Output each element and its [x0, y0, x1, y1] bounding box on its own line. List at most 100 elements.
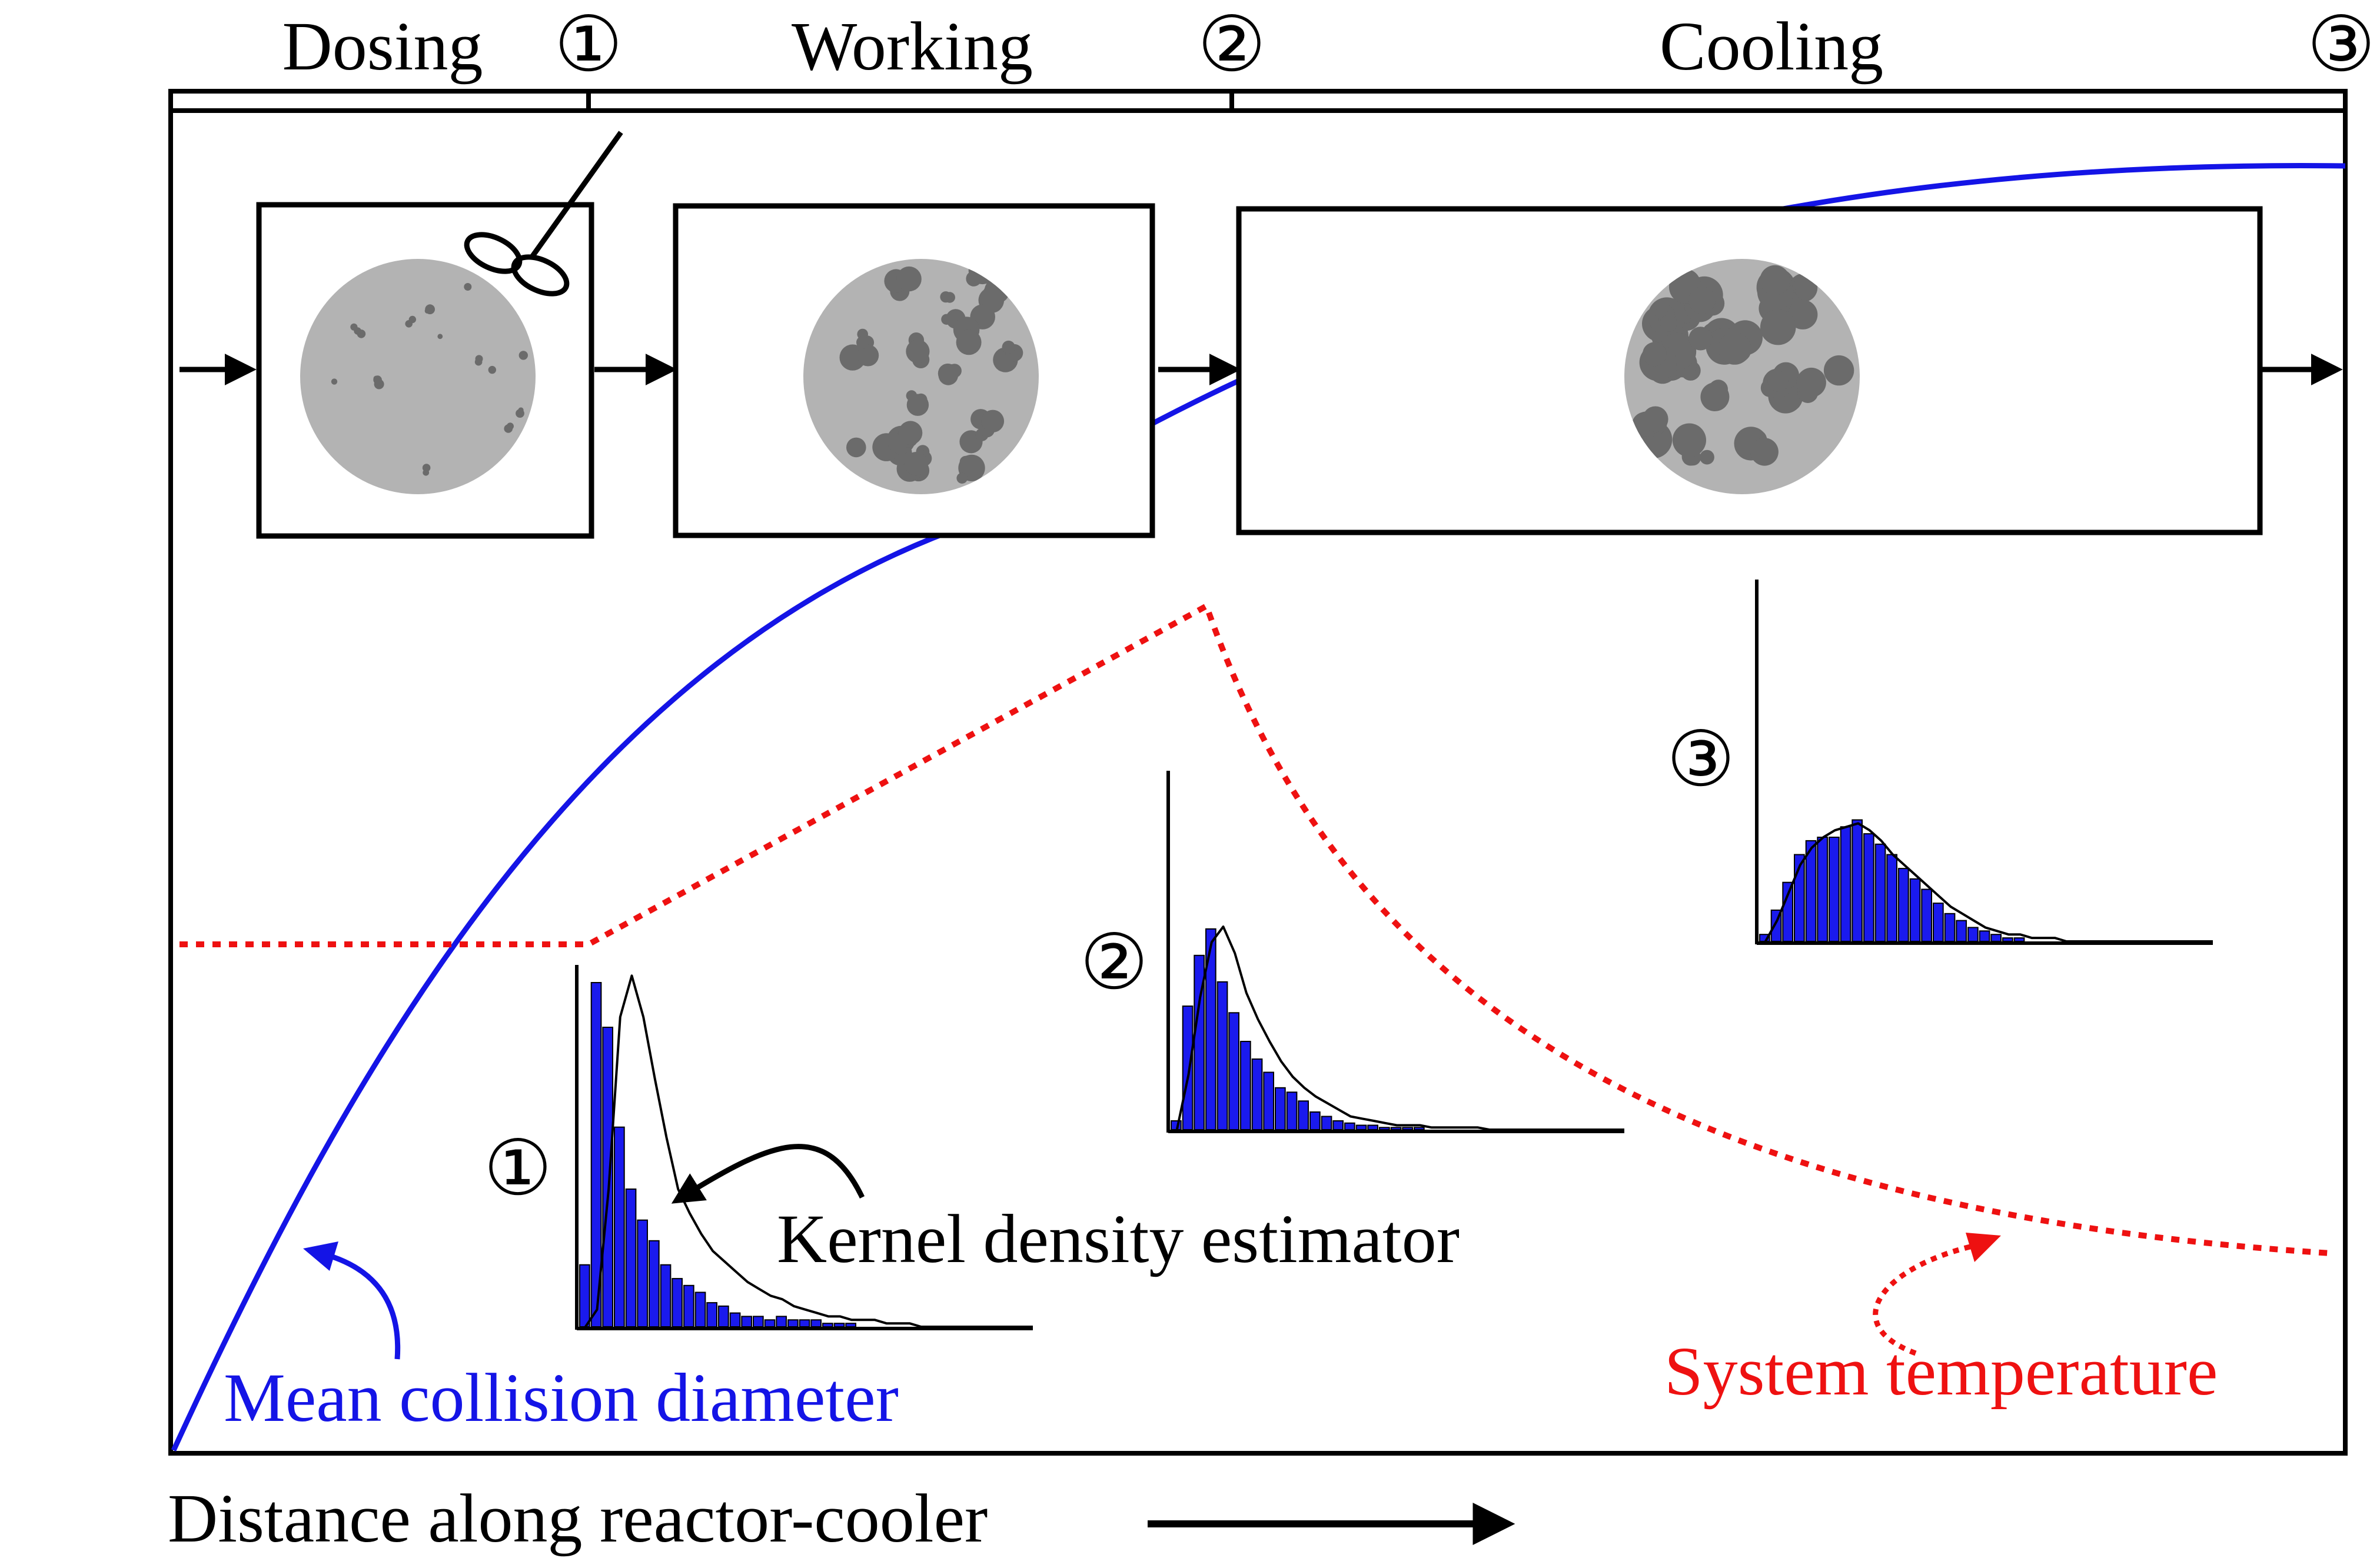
- histogram-bar: [1956, 921, 1966, 941]
- histogram-bar: [2015, 938, 2025, 941]
- aggregate-particle: [896, 267, 921, 291]
- histogram-bar: [684, 1286, 694, 1327]
- aggregate-particle: [488, 366, 496, 374]
- aggregate-particle: [464, 283, 471, 291]
- aggregate-particle: [350, 324, 357, 331]
- histogram-bar: [730, 1313, 740, 1327]
- histogram-bar: [753, 1316, 763, 1327]
- histogram-bar: [637, 1220, 647, 1327]
- histogram-bar: [1922, 890, 1932, 942]
- histogram-bar: [719, 1306, 729, 1327]
- histogram-bar: [765, 1320, 775, 1327]
- aggregate-particle: [1643, 342, 1667, 366]
- kde-label: Kernel density estimator: [777, 1200, 1460, 1277]
- mean-diameter-label: Mean collision diameter: [224, 1359, 899, 1436]
- histogram-bar: [603, 1027, 613, 1327]
- histogram-bar: [1322, 1117, 1332, 1130]
- aggregate-particle: [1673, 424, 1706, 457]
- histogram-bar: [1229, 1013, 1239, 1130]
- histogram-bar: [1933, 903, 1943, 941]
- histogram-bar: [1876, 844, 1886, 941]
- aggregate-particle: [956, 329, 982, 355]
- histogram-bar: [811, 1320, 821, 1327]
- histogram-bar: [649, 1241, 659, 1327]
- stage-marker-2: ②: [1198, 3, 1267, 88]
- histogram-bar: [846, 1323, 856, 1327]
- aggregate-particle: [1767, 371, 1788, 391]
- histogram-bar: [696, 1293, 706, 1327]
- histogram-bar: [1218, 982, 1228, 1130]
- aggregate-particle: [906, 390, 918, 401]
- histogram-bar: [1241, 1041, 1251, 1130]
- aggregate-particle: [504, 424, 513, 433]
- aggregate-particle: [941, 314, 952, 325]
- histogram-bar: [1864, 834, 1874, 941]
- aggregate-particle: [1660, 315, 1677, 332]
- aggregate-particle: [1760, 309, 1796, 345]
- aggregate-particle: [423, 470, 429, 476]
- histogram-bar: [1899, 868, 1909, 941]
- system-temperature-label: System temperature: [1664, 1333, 2218, 1410]
- aggregate-particle: [373, 375, 382, 384]
- histogram-bar: [1841, 827, 1851, 941]
- mean-diameter-pointer-head: [303, 1241, 338, 1271]
- histogram-marker-3: ③: [1667, 718, 1736, 803]
- aggregate-particle: [425, 304, 435, 314]
- histogram-bar: [1910, 879, 1920, 941]
- aggregate-particle: [521, 352, 527, 358]
- stage-axis: Dosing ① Working ② Cooling ③: [171, 3, 2375, 111]
- histogram-bar: [1287, 1092, 1297, 1130]
- histogram-bar: [1310, 1112, 1320, 1130]
- aggregate-particle: [1760, 265, 1790, 295]
- aggregate-particle: [405, 320, 413, 328]
- histogram-bar: [2003, 938, 2013, 941]
- histogram-bar: [661, 1265, 671, 1327]
- histogram-bar: [788, 1320, 798, 1327]
- aggregate-particle: [905, 452, 928, 475]
- histogram-bar: [1333, 1121, 1343, 1130]
- x-axis-label: Distance along reactor-cooler: [168, 1480, 988, 1557]
- histogram-marker-1: ①: [484, 1127, 553, 1211]
- histogram-bar: [1852, 820, 1862, 942]
- aggregate-particle: [331, 378, 337, 384]
- stage-label-working: Working: [792, 8, 1033, 85]
- histogram-bar: [1980, 931, 1990, 941]
- histogram-bar: [614, 1127, 624, 1327]
- aggregate-particle: [856, 336, 869, 348]
- histogram-bar: [776, 1316, 786, 1327]
- aggregate-particle: [899, 421, 923, 445]
- aggregate-particle: [956, 472, 968, 484]
- stage-marker-3: ③: [2307, 3, 2376, 88]
- histogram-bar: [1357, 1126, 1367, 1130]
- particle-disk: [300, 259, 536, 494]
- histogram-bar: [626, 1189, 636, 1327]
- histogram-bar: [1945, 914, 1955, 941]
- histogram-bar: [1183, 1006, 1193, 1130]
- aggregate-particle: [1824, 355, 1854, 385]
- histogram-bar: [1298, 1101, 1308, 1130]
- aggregate-particle: [938, 364, 958, 383]
- histogram-bar: [1368, 1126, 1378, 1130]
- particle-disk-cooling: [1624, 259, 1860, 494]
- aggregate-particle: [1688, 327, 1712, 350]
- stage-label-cooling: Cooling: [1660, 8, 1883, 85]
- aggregate-particle: [516, 409, 524, 418]
- histogram-bar: [1817, 837, 1827, 941]
- histogram-3: [1757, 580, 2213, 944]
- histogram-bar: [742, 1316, 752, 1327]
- aggregate-particle: [475, 358, 483, 366]
- histogram-bar: [823, 1323, 833, 1327]
- aggregate-particle: [1688, 287, 1716, 314]
- histogram-bar: [835, 1323, 845, 1327]
- histogram-bar: [1414, 1127, 1424, 1130]
- histogram-bar: [1345, 1123, 1355, 1130]
- histogram-bar: [1402, 1127, 1412, 1130]
- mean-diameter-pointer: [321, 1253, 398, 1359]
- histogram-bar: [1783, 883, 1793, 941]
- histogram-marker-2: ②: [1080, 921, 1149, 1006]
- histogram-bar: [800, 1320, 810, 1327]
- histogram-bar: [1968, 927, 1978, 941]
- histogram-bar: [707, 1303, 717, 1327]
- kde-pointer-arrow: [677, 1147, 862, 1200]
